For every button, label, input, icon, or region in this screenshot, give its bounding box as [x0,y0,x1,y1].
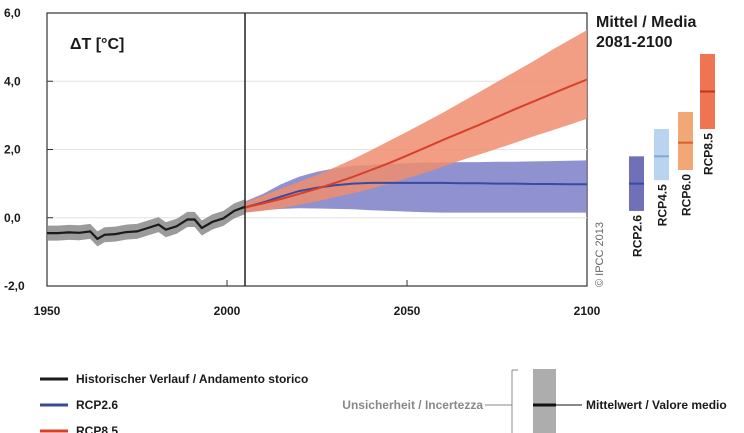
period-means-panel: RCP2.6 RCP4.5 RCP6.0 RCP8.5 [629,53,716,257]
legend: Historischer Verlauf / Andamento storico… [40,372,308,433]
period-bar-label: RCP4.5 [656,184,670,226]
x-tick-label: 2100 [574,304,601,318]
period-bar-rcp45 [654,129,669,181]
uncertainty-label: Unsicherheit / Incertezza [342,398,483,412]
historical-uncertainty-band [47,199,245,247]
mean-label: Mittelwert / Valore medio [586,398,727,412]
y-tick-label: -2,0 [4,279,25,293]
period-bar-rcp60 [678,111,693,170]
copyright-text: © IPCC 2013 [594,222,606,287]
plot-area [47,30,588,247]
period-bar-label: RCP2.6 [631,215,645,257]
legend-label: RCP8.5 [76,424,118,433]
y-tick-label: 6,0 [4,6,21,20]
x-tick-label: 2000 [214,304,241,318]
legend-label: Historischer Verlauf / Andamento storico [76,372,308,386]
line-rcp85 [244,78,588,209]
historical-line [47,205,246,241]
x-tick-label: 2050 [394,304,421,318]
period-title-line1: Mittel / Media [596,14,697,31]
period-bar-label: RCP6.0 [680,174,694,216]
y-tick-label: 0,0 [4,211,21,225]
period-bar-label: RCP8.5 [702,133,716,175]
uncertainty-bar [533,369,556,433]
x-axis: 1950 2000 2050 2100 [34,280,601,318]
band-rcp85 [245,30,587,213]
line-rcp26 [244,181,587,209]
x-tick-label: 1950 [34,304,61,318]
y-tick-label: 4,0 [4,74,21,88]
uncertainty-explainer: Unsicherheit / Incertezza Mittelwert / V… [342,369,727,433]
y-tick-label: 2,0 [4,143,21,157]
chart-title: ΔT [°C] [70,36,124,53]
period-title-line2: 2081-2100 [596,34,673,51]
legend-label: RCP2.6 [76,398,118,412]
y-axis: 6,0 4,0 2,0 0,0 -2,0 [4,6,53,293]
